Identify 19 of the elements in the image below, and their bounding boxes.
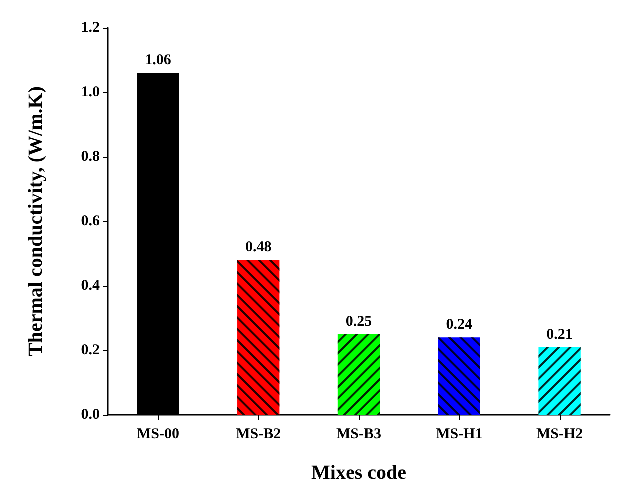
data-label: 0.21 <box>546 326 573 343</box>
y-tick-label: 1.0 <box>81 84 100 100</box>
x-tick-label: MS-00 <box>136 426 180 442</box>
x-tick-label: MS-H1 <box>436 426 483 442</box>
y-tick-label: 0.4 <box>81 278 100 294</box>
y-axis-title: Thermal conductivity, (W/m.K) <box>25 86 47 356</box>
y-tick-label: 0.8 <box>81 149 100 165</box>
data-label: 1.06 <box>145 52 172 69</box>
x-tick-label: MS-H2 <box>536 426 584 442</box>
x-axis-title: Mixes code <box>312 462 407 484</box>
data-label: 0.48 <box>245 240 272 256</box>
y-tick-label: 0.2 <box>81 342 100 358</box>
x-tick-label: MS-B3 <box>336 426 382 442</box>
y-tick-label: 0.6 <box>81 214 100 230</box>
data-label: 0.25 <box>346 314 372 330</box>
y-tick-label: 1.2 <box>81 20 100 36</box>
data-label: 0.24 <box>446 317 474 334</box>
x-tick-label: MS-B2 <box>236 426 282 442</box>
y-tick-label: 0.0 <box>81 407 100 423</box>
